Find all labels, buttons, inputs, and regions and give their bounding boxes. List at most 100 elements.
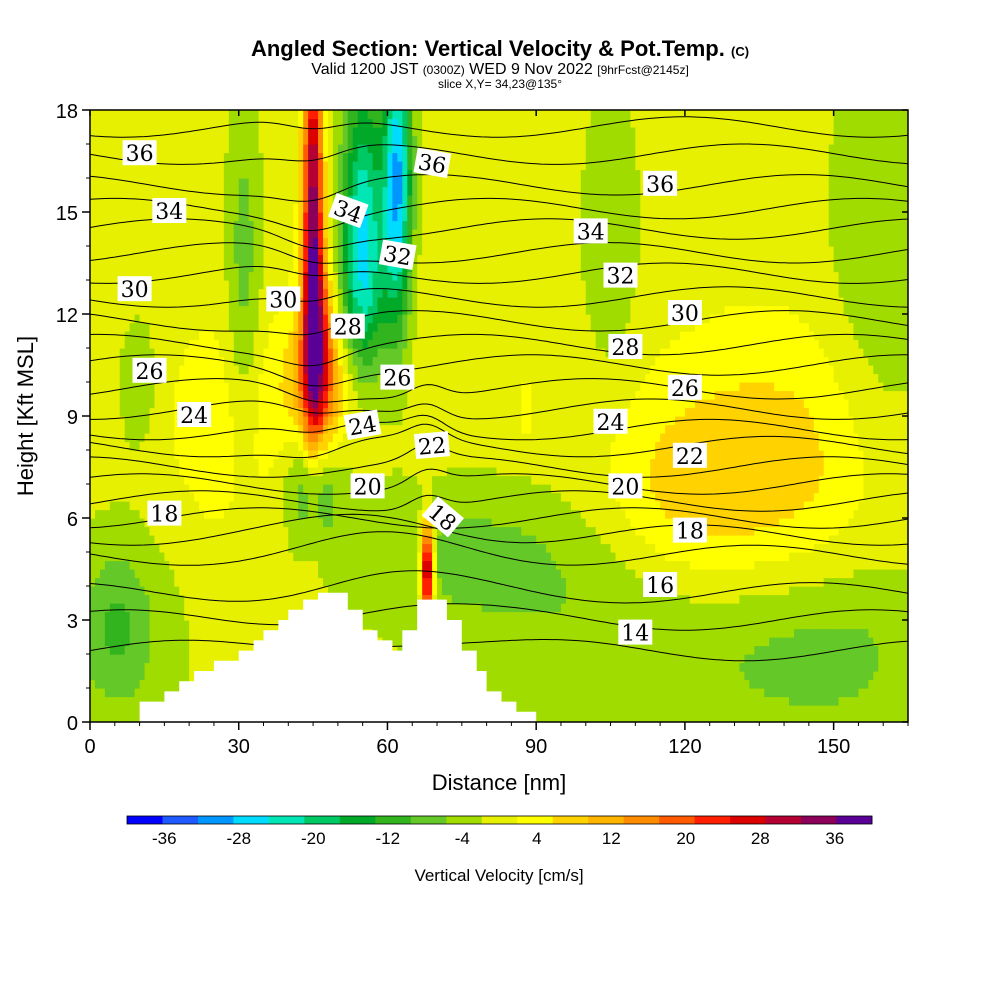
field-cell	[531, 501, 537, 511]
field-cell	[749, 509, 755, 519]
field-cell	[283, 492, 289, 502]
field-cell	[665, 654, 671, 664]
field-cell	[838, 492, 845, 502]
field-cell	[303, 467, 309, 477]
field-cell	[228, 526, 235, 536]
field-cell	[650, 705, 656, 715]
field-cell	[194, 526, 200, 536]
field-cell	[575, 696, 582, 706]
field-cell	[94, 688, 101, 698]
field-cell	[313, 577, 319, 587]
field-cell	[813, 688, 820, 698]
field-cell	[298, 560, 304, 570]
field-cell	[813, 654, 820, 664]
field-cell	[367, 467, 374, 477]
field-cell	[218, 577, 225, 587]
field-cell	[208, 577, 215, 587]
field-cell	[476, 620, 483, 630]
field-cell	[873, 671, 879, 681]
field-cell	[471, 628, 478, 638]
field-cell	[174, 611, 180, 621]
field-cell	[422, 543, 428, 553]
field-cell	[898, 484, 904, 494]
field-cell	[833, 603, 840, 613]
field-cell	[189, 458, 195, 468]
field-cell	[798, 484, 805, 494]
field-cell	[139, 688, 146, 698]
field-cell	[531, 535, 537, 545]
field-cell	[828, 645, 835, 655]
field-cell	[308, 518, 314, 528]
field-cell	[600, 518, 607, 528]
field-cell	[878, 679, 884, 689]
field-cell	[342, 526, 349, 536]
field-cell	[779, 569, 785, 579]
field-cell	[233, 543, 240, 553]
field-cell	[789, 696, 795, 706]
field-cell	[114, 518, 121, 528]
field-cell	[754, 560, 760, 570]
field-cell	[833, 611, 840, 621]
field-cell	[585, 577, 592, 587]
field-cell	[803, 577, 810, 587]
field-cell	[784, 475, 790, 485]
field-cell	[843, 696, 850, 706]
field-cell	[248, 458, 255, 468]
field-cell	[883, 662, 889, 672]
field-cell	[803, 637, 810, 647]
field-cell	[670, 713, 676, 722]
field-cell	[709, 594, 716, 604]
field-cell	[868, 586, 874, 596]
field-cell	[813, 518, 820, 528]
field-cell	[813, 662, 820, 672]
field-cell	[630, 679, 636, 689]
field-cell	[169, 662, 175, 672]
field-cell	[139, 671, 146, 681]
field-cell	[803, 535, 810, 545]
field-cell	[615, 696, 622, 706]
field-cell	[541, 509, 547, 519]
field-cell	[362, 552, 369, 562]
field-cell	[724, 654, 731, 664]
field-cell	[898, 475, 904, 485]
field-cell	[853, 518, 860, 528]
field-cell	[233, 654, 240, 664]
field-cell	[903, 518, 908, 528]
field-cell	[803, 594, 810, 604]
field-cell	[798, 586, 805, 596]
field-cell	[174, 526, 180, 536]
field-cell	[744, 662, 750, 672]
field-cell	[174, 679, 180, 689]
field-cell	[308, 594, 314, 604]
field-cell	[367, 569, 374, 579]
field-cell	[90, 611, 96, 621]
field-cell	[898, 620, 904, 630]
field-cell	[109, 586, 116, 596]
field-cell	[516, 467, 522, 477]
field-cell	[298, 543, 304, 553]
field-cell	[848, 560, 855, 570]
field-cell	[456, 560, 463, 570]
field-cell	[868, 654, 874, 664]
field-cell	[218, 467, 225, 477]
field-cell	[570, 645, 577, 655]
field-cell	[456, 569, 463, 579]
field-cell	[605, 586, 612, 596]
field-cell	[670, 484, 676, 494]
field-cell	[689, 543, 696, 553]
field-cell	[798, 603, 805, 613]
field-cell	[94, 637, 101, 647]
field-cell	[174, 535, 180, 545]
field-cell	[863, 696, 869, 706]
field-cell	[660, 526, 666, 536]
field-cell	[615, 688, 622, 698]
field-cell	[253, 543, 260, 553]
field-cell	[769, 543, 775, 553]
field-cell	[129, 560, 136, 570]
field-cell	[714, 509, 721, 519]
field-cell	[858, 713, 864, 722]
field-cell	[570, 586, 577, 596]
field-cell	[893, 569, 899, 579]
field-cell	[704, 475, 711, 485]
field-cell	[263, 475, 270, 485]
